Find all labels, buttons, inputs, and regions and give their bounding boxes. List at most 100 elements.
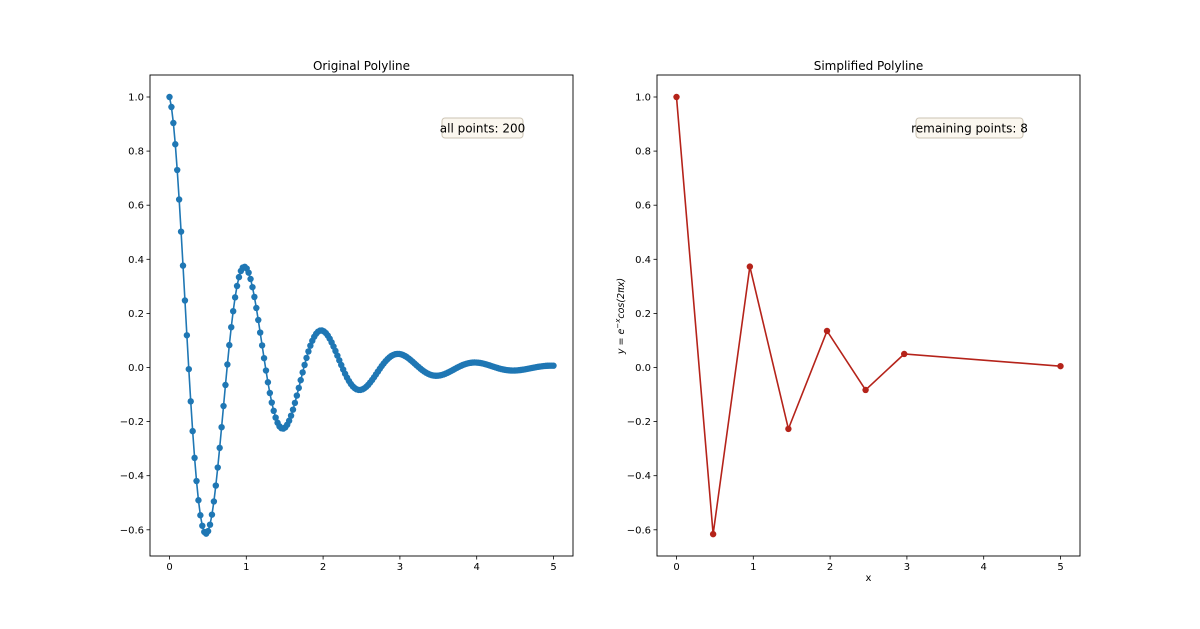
data-point-marker [295, 384, 302, 392]
data-point-marker [305, 348, 312, 355]
data-point-marker [193, 477, 200, 485]
data-point-marker [204, 527, 212, 535]
y-tick-label: 1.0 [128, 93, 144, 104]
data-point-marker [260, 354, 268, 362]
data-point-marker [172, 141, 179, 148]
data-point-marker [185, 365, 192, 373]
data-point-marker [245, 269, 252, 276]
data-point-marker [231, 294, 239, 301]
data-point-marker [299, 369, 306, 376]
y-tick-label: 0.2 [635, 309, 651, 320]
data-point-marker [224, 361, 231, 368]
right-annotation-box: remaining points: 8 [911, 117, 1028, 139]
data-point-marker [785, 425, 792, 433]
y-tick-label: 0.8 [128, 147, 144, 158]
left-ticks: 0 1 2 3 4 5 1.0 0.8 0.6 0.4 0.2 0.0 −0.2 −0.4 −0.6 [120, 93, 557, 574]
data-point-marker [216, 444, 223, 452]
data-point-marker [218, 423, 225, 431]
data-point-marker [251, 293, 258, 301]
data-point-marker [262, 367, 270, 374]
data-point-marker [166, 93, 173, 101]
data-point-marker [235, 273, 243, 281]
right-y-axis-label: y = e−xcos(2πx) [614, 278, 627, 355]
y-tick-label: 0.4 [128, 255, 144, 266]
right-ticks: 0 1 2 3 4 5 1.0 0.8 0.6 0.4 0.2 0.0 −0.2 −0.4 −0.6 [627, 93, 1064, 574]
series-line [168, 96, 554, 535]
left-annotation-text: all points: 200 [440, 122, 525, 136]
data-point-marker [174, 166, 181, 174]
data-point-marker [226, 341, 233, 349]
x-tick-label: 5 [1057, 562, 1063, 573]
data-point-marker [175, 196, 183, 203]
y-tick-label: 0.6 [128, 201, 144, 212]
y-tick-label: 0.0 [128, 363, 144, 374]
data-point-marker [293, 392, 301, 399]
right-plot-area [673, 93, 1064, 538]
data-point-marker [862, 386, 869, 394]
data-point-marker [746, 263, 754, 270]
data-point-marker [187, 398, 194, 405]
data-point-marker [673, 93, 680, 101]
data-point-marker [208, 511, 216, 518]
data-point-marker [1057, 362, 1064, 370]
data-point-marker [297, 376, 304, 384]
data-point-marker [189, 427, 196, 435]
y-tick-label: 0.0 [635, 363, 651, 374]
data-point-marker [210, 498, 218, 505]
data-point-marker [291, 399, 299, 407]
y-tick-label: −0.6 [627, 525, 651, 536]
data-point-marker [258, 342, 266, 349]
data-point-marker [168, 103, 175, 111]
data-point-marker [307, 342, 314, 349]
data-point-marker [228, 323, 235, 331]
data-point-marker [220, 402, 227, 410]
data-point-marker [233, 282, 241, 290]
data-point-marker [270, 407, 277, 415]
x-tick-label: 0 [166, 562, 172, 573]
data-point-marker [197, 512, 204, 519]
x-tick-label: 1 [243, 562, 249, 573]
data-point-marker [229, 307, 237, 315]
left-plot-area [166, 93, 557, 537]
series-line [675, 96, 1061, 535]
y-tick-label: −0.4 [627, 471, 651, 482]
y-tick-label: −0.4 [120, 471, 144, 482]
data-point-marker [170, 119, 177, 127]
data-point-marker [212, 482, 220, 489]
x-tick-label: 0 [673, 562, 679, 573]
data-point-marker [255, 316, 262, 324]
x-tick-label: 3 [397, 562, 403, 573]
left-axes-frame [149, 74, 574, 557]
data-point-marker [247, 275, 254, 283]
data-point-marker [195, 497, 202, 504]
y-tick-label: −0.2 [627, 417, 651, 428]
data-point-marker [285, 417, 293, 424]
y-tick-label: 0.8 [635, 147, 651, 158]
y-tick-label: −0.6 [120, 525, 144, 536]
data-point-marker [177, 228, 185, 235]
left-annotation-box: all points: 200 [440, 117, 525, 139]
right-axes: Simplified Polyline 0 1 2 3 4 5 1.0 0.8 0.6 0.4 0.… [614, 59, 1081, 584]
y-tick-label: 0.6 [635, 201, 651, 212]
data-point-marker [183, 332, 191, 339]
right-annotation-text: remaining points: 8 [911, 122, 1028, 136]
data-point-marker [301, 361, 308, 369]
x-tick-label: 2 [827, 562, 833, 573]
data-point-marker [256, 329, 264, 336]
x-tick-label: 5 [550, 562, 556, 573]
data-point-marker [253, 304, 260, 312]
left-axes: Original Polyline 0 1 2 3 4 51.00.80.60.40.20… [120, 59, 574, 574]
x-tick-label: 4 [474, 562, 480, 573]
data-point-marker [214, 464, 221, 471]
left-chart-title: Original Polyline [313, 59, 410, 73]
data-point-marker [823, 327, 831, 335]
data-point-marker [289, 406, 297, 413]
x-tick-label: 1 [750, 562, 756, 573]
data-point-marker [709, 530, 717, 538]
data-point-marker [268, 399, 275, 406]
data-point-marker [222, 381, 229, 389]
data-point-marker [264, 379, 272, 386]
y-tick-label: 0.4 [635, 255, 651, 266]
data-point-marker [181, 297, 189, 304]
